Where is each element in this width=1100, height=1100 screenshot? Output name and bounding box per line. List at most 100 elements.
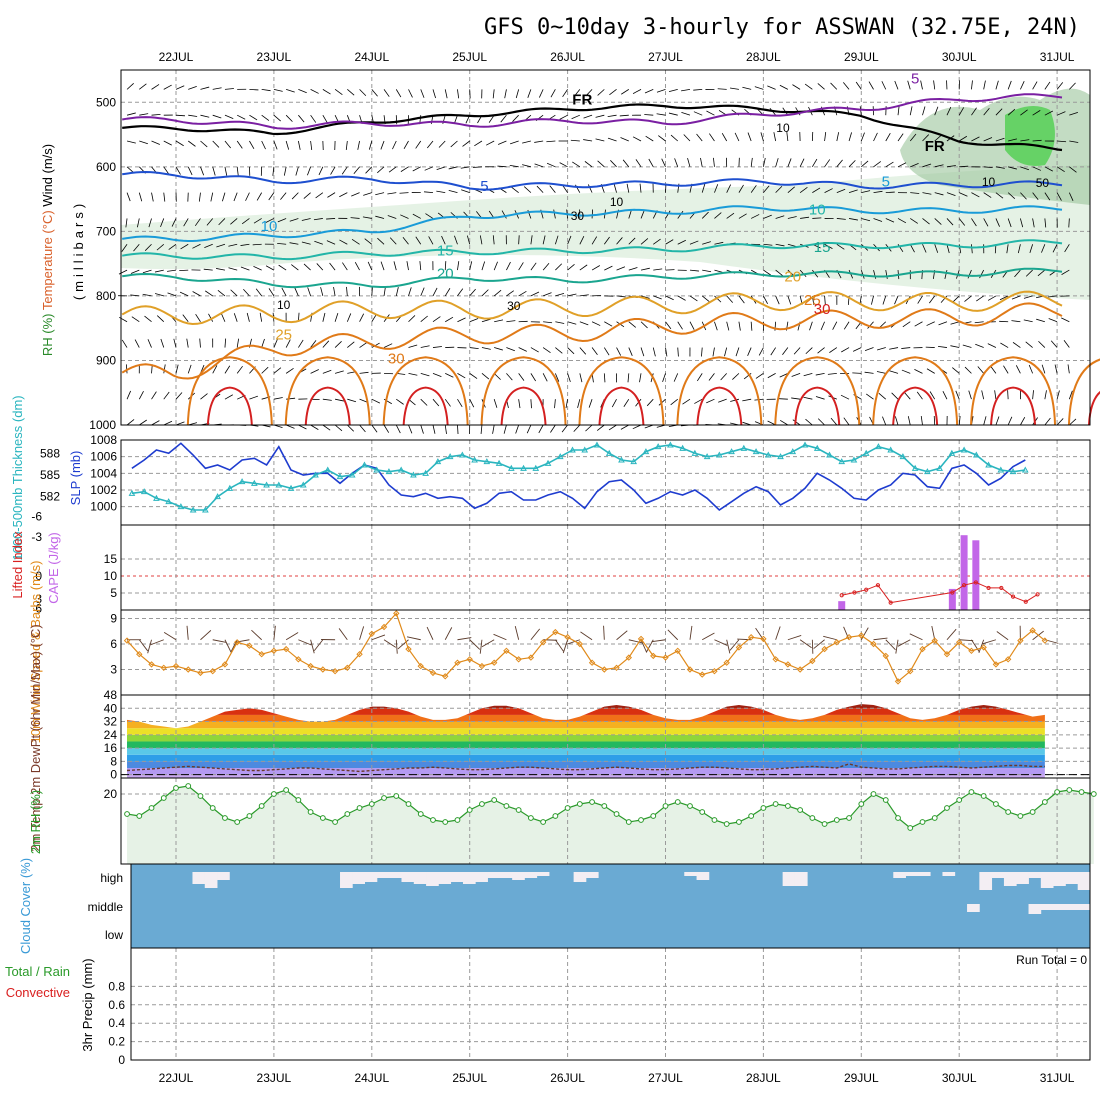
wind-barb xyxy=(712,347,715,357)
wind-barb xyxy=(824,159,831,168)
wind-barb xyxy=(1014,269,1021,278)
wind-barb xyxy=(742,398,752,402)
contour-label: 30 xyxy=(814,301,831,318)
thickness-marker xyxy=(703,453,711,460)
wind-speed-point xyxy=(625,654,632,661)
wind-barb-10m xyxy=(580,631,593,641)
wind-speed-point xyxy=(490,659,498,666)
wind-barb xyxy=(138,192,143,202)
wind-barb xyxy=(656,88,666,93)
wind-barb xyxy=(983,107,990,116)
rh-point xyxy=(662,803,669,809)
day-label-top: 23JUL xyxy=(257,50,292,64)
surface-heat-contour xyxy=(382,356,469,426)
wind-barb xyxy=(983,416,987,426)
high-cloud-cell xyxy=(696,872,710,880)
wind-barb xyxy=(687,158,691,167)
wind-barb xyxy=(1007,390,1009,400)
wind-barb xyxy=(281,287,287,297)
wind-barb xyxy=(1007,218,1012,228)
wind-barb xyxy=(1007,192,1016,200)
wind-barb xyxy=(959,165,969,168)
wind-barb xyxy=(995,80,999,90)
wind-barb xyxy=(156,315,165,323)
wind-barb xyxy=(522,164,531,168)
wind-barb xyxy=(252,243,262,246)
thickness-marker xyxy=(556,453,564,460)
wind-barb xyxy=(738,295,745,304)
wind-barb xyxy=(259,312,263,322)
upper-air-ylabel: RH (%) Temperature (°C) Wind (m/s) xyxy=(40,144,55,356)
wind-barb xyxy=(126,82,134,90)
wind-barb xyxy=(224,114,234,119)
wind-barb xyxy=(530,347,539,353)
wind-barb xyxy=(291,264,299,271)
rh-point xyxy=(197,793,204,799)
wind-barb xyxy=(656,113,666,116)
wind-barb xyxy=(767,373,776,379)
wind-barb xyxy=(492,89,495,99)
wind-barb xyxy=(734,132,740,142)
wind-barb xyxy=(885,191,895,194)
temperature-contour xyxy=(122,205,1063,242)
thickness-marker xyxy=(250,479,258,486)
wind-speed-point xyxy=(576,640,584,648)
wind-barb xyxy=(163,364,166,374)
wind-barb xyxy=(126,192,131,202)
wind-barb xyxy=(827,372,837,375)
wind-barb xyxy=(294,287,299,297)
wind-barb xyxy=(171,218,177,227)
wind-barb xyxy=(224,88,234,90)
wind-barb xyxy=(208,313,214,322)
wind-barb xyxy=(163,391,170,400)
wind-barb xyxy=(750,321,753,331)
y-tick-label: 48 xyxy=(104,688,118,702)
wind-barb xyxy=(445,373,454,378)
wind-barb xyxy=(249,114,258,121)
thickness-marker xyxy=(838,458,846,465)
slp-ylabel: SLP (mb) xyxy=(68,451,83,506)
rh-point xyxy=(430,817,436,823)
wind-barb xyxy=(261,88,271,92)
day-label-bottom: 28JUL xyxy=(746,1071,781,1085)
wind-barb xyxy=(335,398,344,402)
wind-barb xyxy=(542,235,546,245)
wind-barb xyxy=(118,269,128,275)
y-tick-label: 500 xyxy=(96,95,116,109)
thickness-marker xyxy=(630,458,638,465)
wind-barb xyxy=(392,140,397,150)
wind-barb xyxy=(175,114,186,117)
wind-barb xyxy=(843,321,850,330)
thickness-marker xyxy=(495,459,503,466)
wind-barb-10m xyxy=(726,639,731,654)
high-cloud-cell xyxy=(413,872,427,884)
thickness-marker xyxy=(960,446,968,453)
wind-barb xyxy=(347,341,355,348)
thickness-marker xyxy=(1021,466,1029,473)
wind-speed-line xyxy=(126,612,1046,683)
wind-barb xyxy=(1056,166,1065,173)
wind-barb xyxy=(322,398,332,401)
y-tick-label: 6 xyxy=(110,637,117,651)
wind-barb xyxy=(782,347,789,355)
high-cloud-cell xyxy=(438,872,452,884)
wind-barb xyxy=(310,140,313,150)
wind-barb xyxy=(554,399,556,409)
thickness-marker xyxy=(581,446,589,453)
wind-barb xyxy=(402,236,409,245)
thickness-marker xyxy=(740,444,748,451)
wind-barb xyxy=(861,190,871,194)
rh-point xyxy=(736,819,742,825)
wind-barb xyxy=(493,289,502,297)
wind-barb xyxy=(212,87,222,90)
thickness-marker xyxy=(911,464,919,471)
wind-speed-point xyxy=(637,635,645,643)
wind-barb xyxy=(399,192,409,194)
wind-barb xyxy=(909,244,915,253)
wind-barb xyxy=(773,132,777,142)
wind-barb xyxy=(1028,364,1033,374)
surface-heat-contour-inner xyxy=(696,386,743,426)
wind-barb xyxy=(571,114,580,120)
wind-barb-10m xyxy=(371,634,386,641)
wind-barb xyxy=(909,133,917,142)
